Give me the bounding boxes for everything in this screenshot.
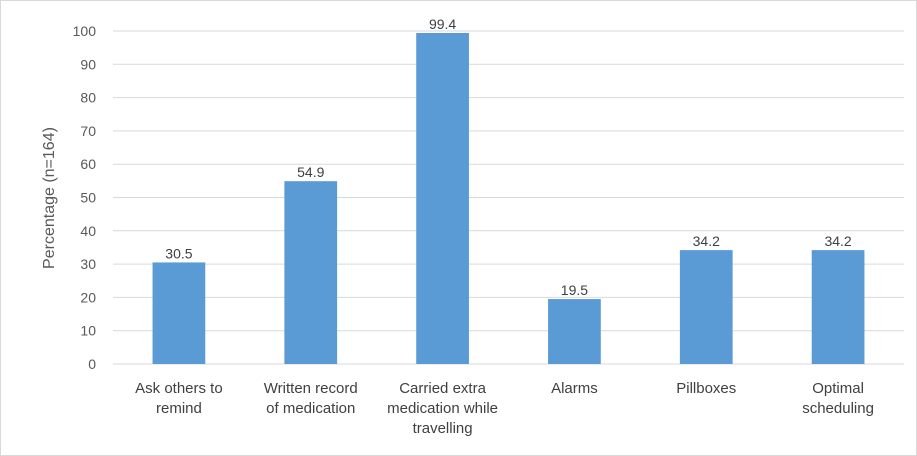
y-tick-label: 90 — [80, 56, 96, 72]
y-tick-label: 50 — [80, 190, 96, 206]
category-label: Optimal — [812, 380, 864, 397]
y-tick-label: 10 — [80, 323, 96, 339]
data-label: 30.5 — [165, 245, 192, 261]
category-labels: Ask others to remind Written record of medi… — [135, 380, 874, 437]
category-label: Alarms — [551, 380, 598, 397]
category-label: Carried extra — [399, 380, 486, 397]
bar — [152, 262, 206, 364]
data-label: 54.9 — [297, 164, 324, 180]
y-tick-label: 0 — [88, 356, 96, 372]
data-label: 34.2 — [824, 233, 851, 249]
y-tick-label: 60 — [80, 156, 96, 172]
bar — [284, 181, 338, 364]
bar — [679, 250, 733, 364]
y-tick-label: 20 — [80, 289, 96, 305]
y-tick-label: 100 — [73, 23, 97, 39]
bars — [152, 32, 865, 365]
category-label: Pillboxes — [676, 380, 736, 397]
category-label: scheduling — [802, 400, 874, 417]
data-labels: 30.5 54.9 99.4 19.5 34.2 34.2 — [165, 16, 852, 298]
y-tick-label: 80 — [80, 90, 96, 106]
category-label: medication while — [387, 400, 498, 417]
data-label: 19.5 — [561, 282, 588, 298]
category-label: travelling — [413, 420, 473, 437]
category-label: Ask others to — [135, 380, 223, 397]
bar — [811, 250, 865, 364]
gridlines — [113, 30, 904, 365]
data-label: 99.4 — [429, 16, 456, 32]
y-tick-label: 30 — [80, 256, 96, 272]
data-label: 34.2 — [693, 233, 720, 249]
y-tick-label: 70 — [80, 123, 96, 139]
bar — [548, 299, 601, 364]
y-tick-label: 40 — [80, 223, 96, 239]
category-label: of medication — [266, 400, 355, 417]
y-axis-title: Percentage (n=164) — [41, 127, 58, 269]
bar — [416, 32, 469, 365]
category-label: Written record — [264, 380, 358, 397]
y-tick-labels: 0 10 20 30 40 50 60 70 80 90 100 — [73, 23, 97, 372]
category-label: remind — [156, 400, 202, 417]
